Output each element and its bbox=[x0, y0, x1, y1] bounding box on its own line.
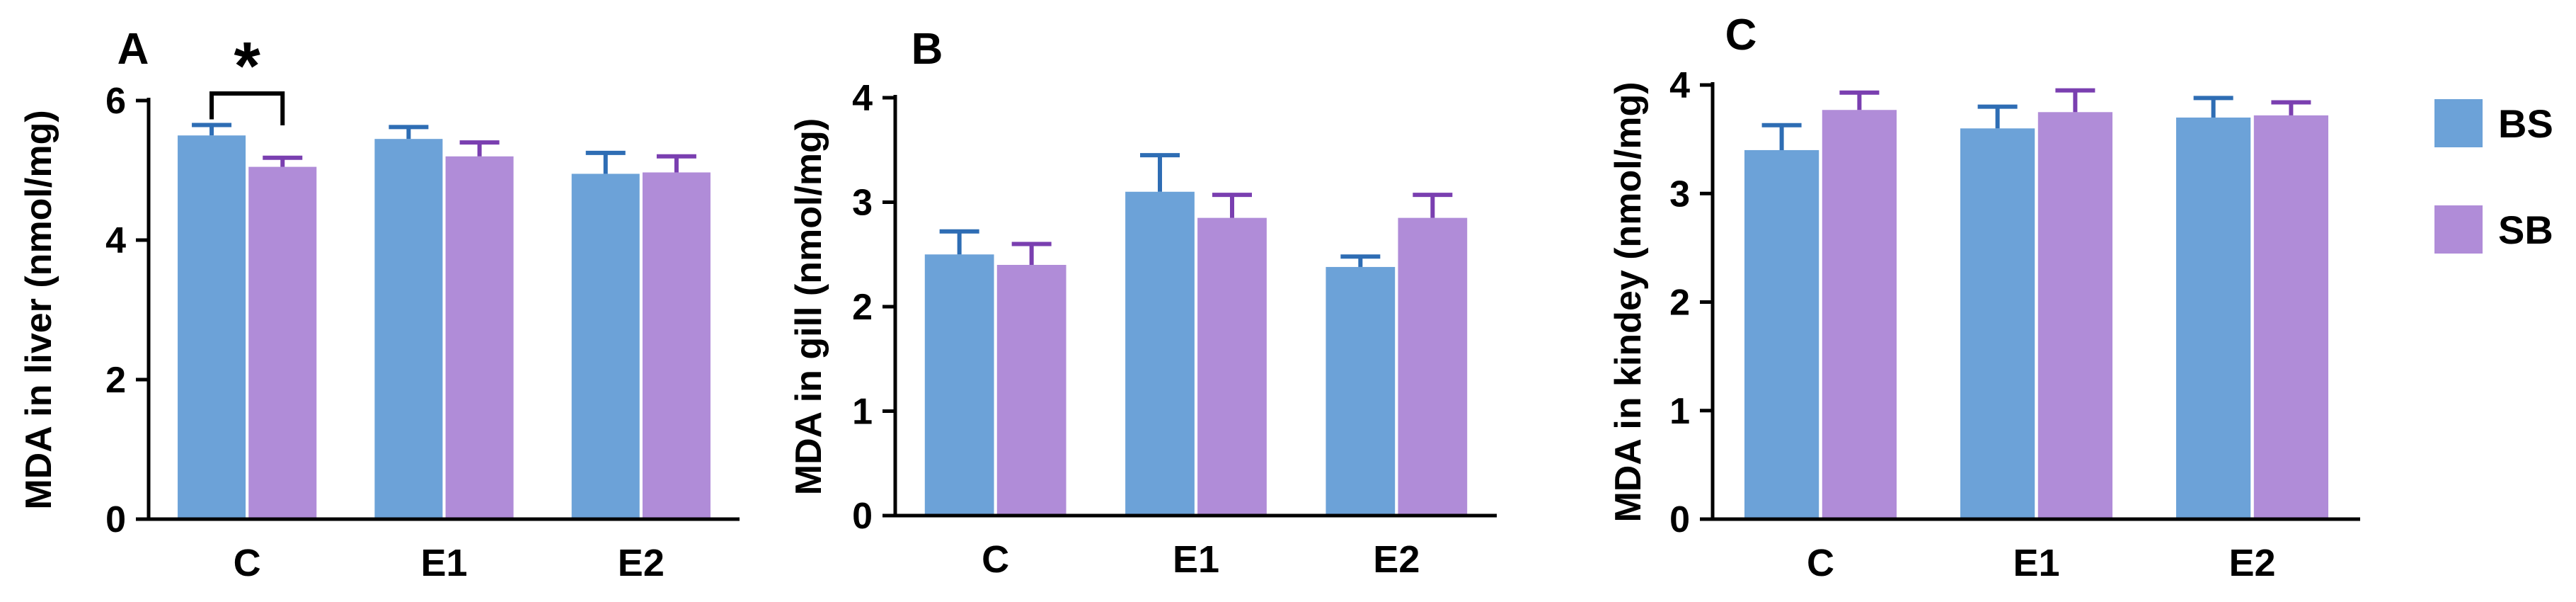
bar-sb-e1 bbox=[445, 156, 514, 520]
y-axis-label: MDA in liver (nmol/mg) bbox=[18, 110, 59, 509]
error-bar-bs-c bbox=[192, 123, 232, 136]
y-tick-label: 0 bbox=[105, 499, 126, 540]
error-bar-bs-e1 bbox=[389, 125, 429, 140]
significance-bracket: * bbox=[209, 28, 285, 125]
x-tick-label: E1 bbox=[1173, 538, 1219, 581]
bar-bs-c bbox=[1744, 149, 1819, 519]
error-bar-bs-e1 bbox=[1977, 104, 2018, 129]
x-tick-label: E2 bbox=[2229, 542, 2275, 584]
x-tick-label: E2 bbox=[1373, 538, 1420, 581]
bar-bs-e2 bbox=[1326, 266, 1396, 516]
error-bar-sb-e1 bbox=[2055, 88, 2095, 113]
bar-bs-e2 bbox=[571, 174, 640, 520]
y-axis-label: MDA in gill (nmol/mg) bbox=[788, 118, 829, 495]
error-bar-sb-c bbox=[1011, 242, 1052, 265]
error-bar-sb-c bbox=[1839, 90, 1880, 110]
y-tick-label: 3 bbox=[1669, 174, 1690, 215]
error-bar-bs-e2 bbox=[585, 150, 626, 174]
legend: BS SB bbox=[2434, 99, 2553, 254]
error-bar-sb-e2 bbox=[1413, 193, 1453, 218]
error-bar-bs-c bbox=[1761, 123, 1802, 150]
bar-sb-e2 bbox=[2253, 115, 2329, 519]
x-tick-label: C bbox=[234, 542, 261, 584]
panel-label: A bbox=[117, 25, 149, 74]
bar-bs-e1 bbox=[1960, 128, 2035, 520]
x-tick-label: E1 bbox=[420, 542, 467, 584]
bar-sb-e1 bbox=[2037, 112, 2113, 519]
bar-sb-c bbox=[248, 166, 317, 519]
error-bar-sb-e2 bbox=[656, 154, 696, 173]
x-tick-label: C bbox=[982, 538, 1009, 581]
panel-label: C bbox=[1725, 11, 1757, 59]
x-tick-label: E1 bbox=[2013, 542, 2059, 584]
y-axis-label: MDA in kindey (nmol/mg) bbox=[1608, 81, 1649, 522]
y-tick-label: 6 bbox=[105, 81, 126, 122]
bar-sb-e1 bbox=[1197, 217, 1267, 516]
error-bar-sb-e1 bbox=[459, 140, 500, 157]
error-bar-bs-c bbox=[939, 229, 979, 255]
chart-panel-A: C E1 E2 0 2 4 6 MDA in liver (nmol/mg) A * bbox=[18, 25, 740, 584]
error-bar-sb-e1 bbox=[1212, 193, 1252, 218]
chart-panel-B: C E1 E2 0 1 2 3 4 MDA in gill (nmol/mg) B bbox=[788, 25, 1497, 581]
bar-sb-c bbox=[996, 265, 1066, 516]
y-tick-label: 2 bbox=[105, 360, 126, 401]
bar-bs-c bbox=[178, 135, 246, 519]
error-bar-bs-e1 bbox=[1140, 153, 1180, 192]
bar-bs-e2 bbox=[2175, 117, 2251, 520]
error-bar-sb-e2 bbox=[2271, 100, 2311, 115]
bar-sb-e2 bbox=[1398, 217, 1468, 516]
legend-item-sb: SB bbox=[2434, 205, 2553, 254]
legend-item-bs: BS bbox=[2434, 99, 2553, 147]
y-tick-label: 1 bbox=[852, 392, 873, 433]
legend-label: BS bbox=[2498, 101, 2553, 146]
panel-label: B bbox=[912, 25, 943, 74]
error-bar-bs-e2 bbox=[2193, 96, 2233, 118]
y-tick-label: 4 bbox=[105, 220, 126, 261]
x-tick-label: E2 bbox=[618, 542, 665, 584]
bar-bs-e1 bbox=[374, 139, 443, 520]
y-tick-label: 2 bbox=[852, 287, 873, 328]
error-bar-sb-c bbox=[263, 155, 303, 167]
bar-bs-c bbox=[924, 254, 994, 516]
y-tick-label: 2 bbox=[1669, 283, 1690, 324]
chart-panel-C: C E1 E2 0 1 2 3 4 MDA in kindey (nmol/mg) C bbox=[1608, 11, 2360, 584]
legend-label: SB bbox=[2498, 208, 2553, 252]
error-bar-bs-e2 bbox=[1340, 254, 1381, 267]
y-tick-label: 4 bbox=[852, 78, 873, 119]
bar-sb-e2 bbox=[642, 172, 711, 519]
bar-bs-e1 bbox=[1125, 191, 1195, 516]
y-tick-label: 1 bbox=[1669, 391, 1690, 432]
y-tick-label: 0 bbox=[852, 496, 873, 537]
bar-sb-c bbox=[1822, 110, 1897, 519]
x-tick-label: C bbox=[1807, 542, 1834, 584]
legend-swatch bbox=[2434, 99, 2483, 147]
y-tick-label: 0 bbox=[1669, 499, 1690, 540]
y-tick-label: 3 bbox=[852, 183, 873, 224]
legend-swatch bbox=[2434, 205, 2483, 254]
y-tick-label: 4 bbox=[1669, 65, 1690, 106]
significance-star: * bbox=[234, 28, 260, 104]
